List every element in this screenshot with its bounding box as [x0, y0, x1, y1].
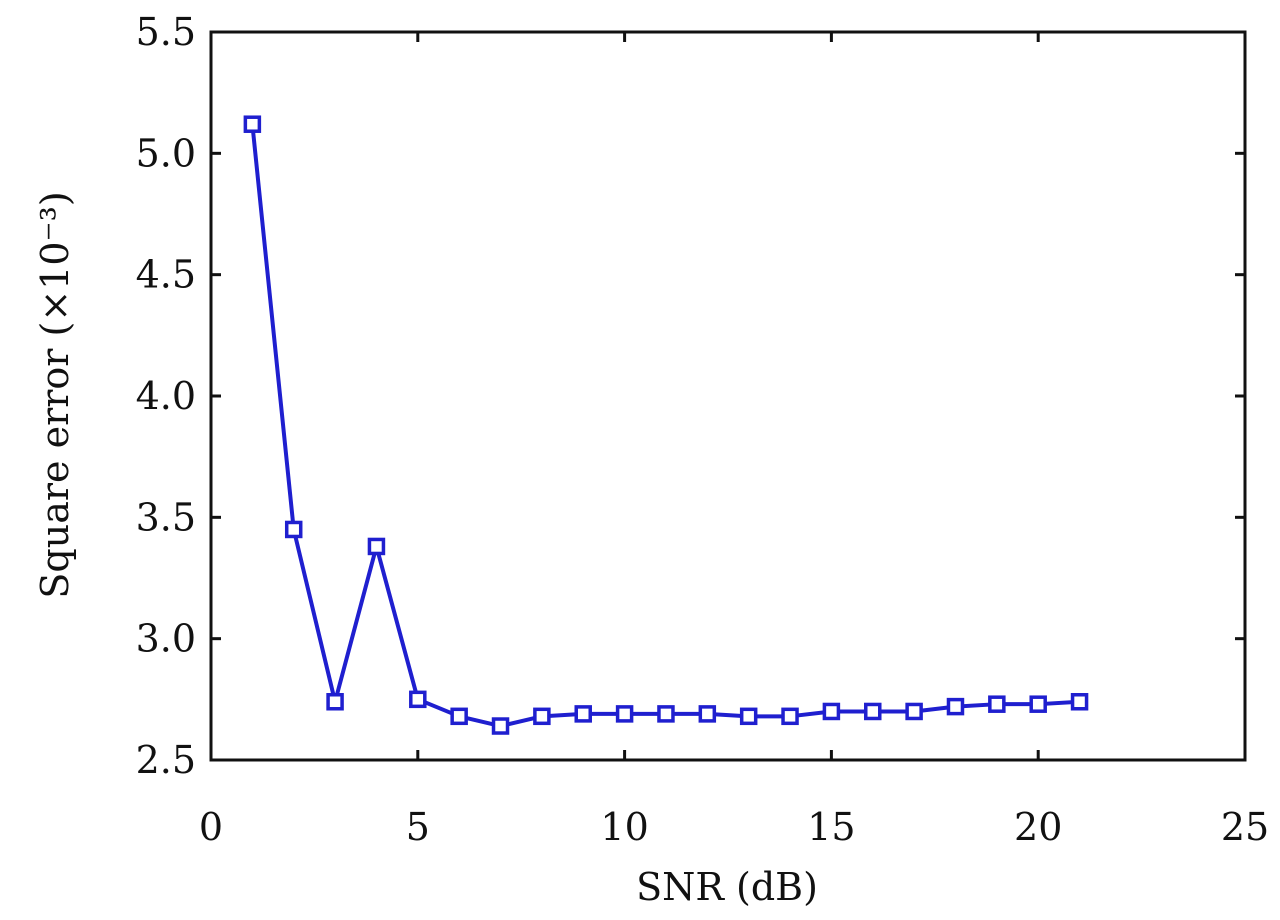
- x-tick-label: 10: [600, 805, 648, 849]
- y-tick-label: 3.0: [136, 617, 196, 661]
- y-tick-label: 3.5: [136, 495, 196, 539]
- x-tick-label: 5: [406, 805, 430, 849]
- data-point: [946, 697, 965, 716]
- y-tick-label: 4.5: [136, 253, 196, 297]
- y-tick-label: 5.0: [136, 131, 196, 175]
- data-point: [822, 702, 841, 721]
- data-point: [326, 693, 344, 711]
- data-point: [574, 705, 592, 723]
- data-point: [864, 702, 882, 721]
- data-point: [491, 717, 510, 735]
- data-point: [1070, 693, 1089, 711]
- data-point: [533, 707, 551, 726]
- data-point: [988, 695, 1006, 713]
- y-tick-label: 4.0: [136, 374, 196, 418]
- data-point: [367, 537, 386, 556]
- data-point: [698, 705, 717, 723]
- data-point: [905, 702, 923, 721]
- x-axis-label: SNR (dB): [636, 865, 818, 909]
- data-point: [243, 115, 262, 133]
- data-point: [657, 705, 675, 723]
- data-point: [1029, 695, 1047, 713]
- x-tick-label: 0: [199, 805, 223, 849]
- data-point: [739, 707, 758, 726]
- x-tick-label: 15: [807, 805, 855, 849]
- data-point: [409, 690, 427, 709]
- y-tick-label: 2.5: [136, 738, 196, 782]
- data-point: [450, 707, 468, 726]
- data-point: [615, 705, 634, 723]
- x-tick-label: 25: [1221, 805, 1269, 849]
- series-line: [250, 124, 1080, 729]
- y-axis-label: Square error (×10⁻³): [33, 191, 77, 598]
- x-tick-label: 20: [1014, 805, 1062, 849]
- plot-frame: [209, 30, 1247, 762]
- data-point: [781, 707, 799, 726]
- y-tick-label: 5.5: [136, 10, 196, 54]
- data-point: [284, 520, 303, 539]
